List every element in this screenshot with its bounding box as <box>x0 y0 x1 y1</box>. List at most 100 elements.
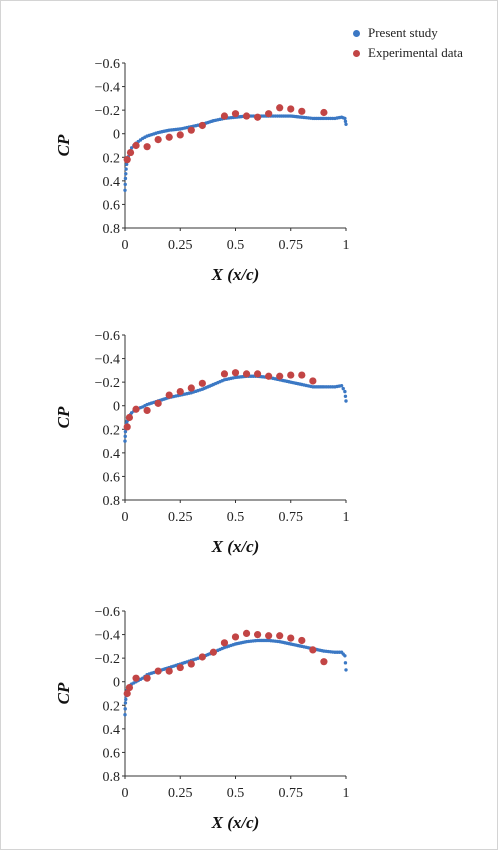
present-study-point <box>124 697 128 702</box>
x-tick-label: 0.25 <box>168 510 193 525</box>
y-tick-label: −0.2 <box>95 376 120 391</box>
experimental-data-point <box>165 667 173 675</box>
experimental-data-marker-icon <box>353 49 360 57</box>
y-tick-label: −0.4 <box>95 629 120 644</box>
x-tick-label: 1 <box>343 238 350 253</box>
x-tick-label: 0.5 <box>227 238 245 253</box>
experimental-data-point <box>126 148 135 157</box>
y-tick-label: −0.2 <box>95 652 120 667</box>
x-axis-title: X (x/c) <box>211 265 260 284</box>
x-tick-label: 0.75 <box>279 510 304 525</box>
x-tick-label: 0 <box>122 786 129 801</box>
experimental-data-point <box>209 648 217 656</box>
series-present-study <box>123 374 348 443</box>
y-tick-label: 0.2 <box>103 151 121 166</box>
y-tick-label: 0 <box>113 676 120 691</box>
experimental-data-point <box>309 377 317 385</box>
experimental-data-point <box>276 372 284 380</box>
x-axis-title: X (x/c) <box>211 813 260 832</box>
experimental-data-point <box>176 131 184 139</box>
x-tick-label: 0 <box>122 238 129 253</box>
experimental-data-point <box>154 667 162 675</box>
experimental-data-point <box>123 423 131 431</box>
x-tick-label: 0.5 <box>227 510 245 525</box>
y-tick-label: −0.6 <box>95 57 120 72</box>
experimental-data-point <box>265 110 273 118</box>
experimental-data-point <box>242 629 251 637</box>
experimental-data-point <box>298 636 306 645</box>
experimental-data-point <box>276 632 284 640</box>
experimental-data-point <box>320 108 328 117</box>
present-study-point <box>123 439 127 443</box>
experimental-data-point <box>254 630 262 639</box>
experimental-data-point <box>298 371 306 379</box>
legend-label-experimental-data: Experimental data <box>368 45 463 60</box>
chart-3: −0.6−0.4−0.200.20.40.60.80 0.25 0.5 0.75 1X … <box>54 605 350 832</box>
experimental-data-point <box>123 689 131 698</box>
chart-1: −0.6−0.4−0.200.20.40.60.80 0.25 0.5 0.75 1X … <box>54 57 350 284</box>
present-study-point <box>123 713 127 717</box>
experimental-data-point <box>287 105 295 113</box>
x-tick-label: 0 <box>122 510 129 525</box>
legend-item-experimental-data: Experimental data <box>353 43 463 63</box>
chart-2: −0.6−0.4−0.200.20.40.60.80 0.25 0.5 0.75 1X … <box>54 329 350 556</box>
x-tick-label: 0.25 <box>168 786 193 801</box>
experimental-data-point <box>276 104 284 112</box>
experimental-data-point <box>143 143 151 151</box>
experimental-data-point <box>143 674 151 682</box>
experimental-data-point <box>231 110 240 118</box>
present-study-point <box>123 707 127 711</box>
y-tick-label: 0.4 <box>103 447 121 462</box>
y-tick-label: 0.6 <box>103 746 121 761</box>
y-tick-label: 0.6 <box>103 470 121 485</box>
x-axis-title: X (x/c) <box>211 537 260 556</box>
series-experimental-data <box>123 629 328 698</box>
experimental-data-point <box>231 633 240 641</box>
y-axis-title: CP <box>54 406 73 428</box>
experimental-data-point <box>298 107 306 115</box>
experimental-data-point <box>198 653 206 661</box>
present-study-point <box>123 701 128 705</box>
experimental-data-point <box>242 112 251 120</box>
experimental-data-point <box>198 379 206 387</box>
present-study-point <box>124 162 129 167</box>
experimental-data-point <box>132 674 140 682</box>
experimental-data-point <box>176 663 184 672</box>
experimental-data-point <box>287 634 295 642</box>
present-study-point <box>343 116 347 121</box>
experimental-data-point <box>220 112 229 120</box>
y-tick-label: 0.8 <box>103 494 121 509</box>
experimental-data-point <box>254 370 262 378</box>
legend-label-present-study: Present study <box>368 25 438 40</box>
legend-item-present-study: Present study <box>353 23 463 43</box>
y-tick-label: 0.2 <box>103 423 121 438</box>
present-study-point <box>343 654 347 658</box>
y-tick-label: −0.4 <box>95 353 120 368</box>
y-tick-label: −0.6 <box>95 605 120 620</box>
x-tick-label: 0.25 <box>168 238 193 253</box>
present-study-point <box>123 434 127 439</box>
experimental-data-point <box>154 399 162 407</box>
series-present-study <box>123 114 348 192</box>
present-study-point <box>124 167 128 171</box>
present-study-point <box>123 182 127 187</box>
experimental-data-point <box>198 121 206 130</box>
experimental-data-point <box>220 370 229 378</box>
experimental-data-point <box>320 658 328 666</box>
x-tick-label: 0.75 <box>279 238 304 253</box>
present-study-point <box>344 668 348 672</box>
y-tick-label: 0.2 <box>103 699 121 714</box>
experimental-data-point <box>187 660 195 668</box>
experimental-data-point <box>265 372 273 380</box>
y-axis-title: CP <box>54 682 73 704</box>
y-tick-label: 0.6 <box>103 198 121 213</box>
series-experimental-data <box>123 369 317 431</box>
experimental-data-point <box>125 413 134 422</box>
experimental-data-point <box>242 370 251 378</box>
experimental-data-point <box>187 384 195 392</box>
experimental-data-point <box>287 371 295 379</box>
x-tick-label: 1 <box>343 786 350 801</box>
y-tick-label: 0.8 <box>103 770 121 785</box>
experimental-data-point <box>143 406 151 415</box>
